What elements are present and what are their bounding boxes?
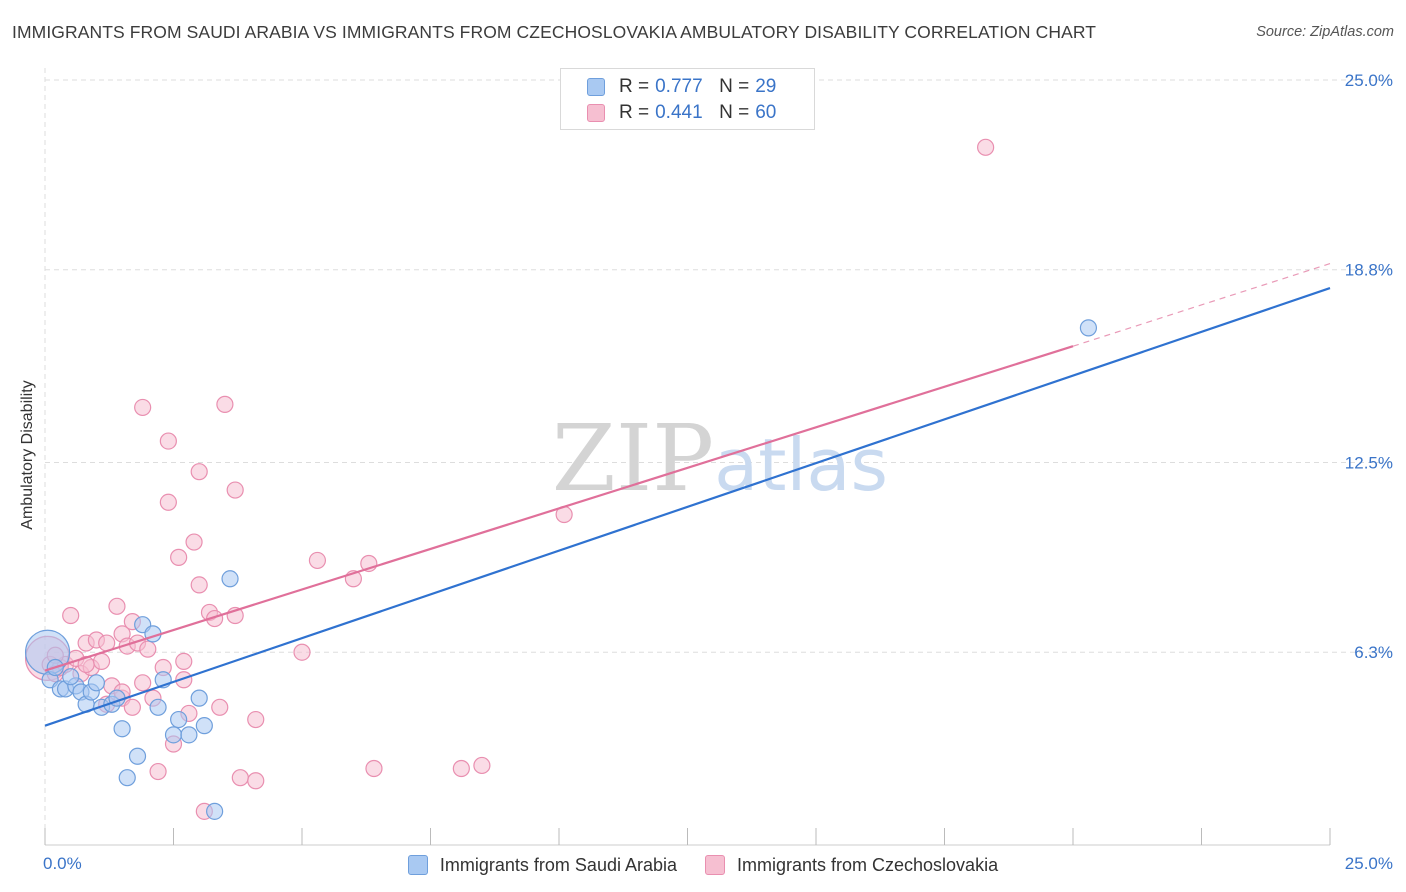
point-czechoslovakia (134, 674, 152, 692)
watermark-atlas: atlas (714, 423, 888, 507)
correlation-legend: R = 0.777 N = 29 R = 0.441 N = 60 (560, 68, 815, 130)
point-czechoslovakia (159, 432, 177, 450)
point-czechoslovakia (175, 671, 193, 689)
x-tick-label: 0.0% (43, 854, 82, 873)
trend-line-czechoslovakia (44, 345, 1074, 672)
point-saudi-arabia (180, 726, 198, 744)
series-swatch-czechoslovakia (705, 855, 725, 875)
series-legend-saudi-arabia[interactable]: Immigrants from Saudi Arabia (407, 854, 677, 876)
point-czechoslovakia (190, 463, 208, 481)
point-czechoslovakia (231, 769, 249, 787)
point-czechoslovakia (185, 533, 203, 551)
point-czechoslovakia (139, 640, 157, 658)
point-czechoslovakia (175, 652, 193, 671)
point-czechoslovakia (170, 548, 188, 566)
point-czechoslovakia (293, 643, 311, 661)
legend-r-value: 0.777 (655, 76, 703, 97)
point-czechoslovakia (977, 138, 995, 156)
tick-labels: 6.3% 12.5% 18.8% 25.0% 0.0% 25.0% (43, 71, 1393, 873)
point-czechoslovakia (149, 762, 167, 781)
y-tick-label: 25.0% (1345, 71, 1393, 90)
point-saudi-arabia (118, 769, 136, 787)
point-czechoslovakia (62, 606, 80, 625)
legend-r-label: R = (619, 76, 650, 97)
series-label-czechoslovakia: Immigrants from Czechoslovakia (737, 854, 999, 875)
point-saudi-arabia (190, 689, 208, 707)
y-tick-label: 12.5% (1345, 454, 1393, 473)
point-czechoslovakia (452, 759, 470, 778)
point-saudi-arabia (195, 717, 213, 735)
legend-swatch-saudi-arabia (587, 78, 605, 96)
data-points (24, 138, 1098, 820)
gridlines (44, 68, 1395, 845)
point-czechoslovakia (159, 493, 177, 511)
point-czechoslovakia (123, 698, 141, 716)
trend-line-czechoslovakia-extension (1072, 263, 1331, 347)
legend-swatch-czechoslovakia (587, 104, 605, 122)
legend-n-value: 29 (755, 76, 777, 97)
point-czechoslovakia (365, 759, 383, 778)
point-czechoslovakia (108, 597, 126, 615)
point-czechoslovakia (134, 398, 152, 417)
point-saudi-arabia (206, 802, 224, 820)
point-czechoslovakia (473, 756, 491, 775)
point-czechoslovakia (92, 652, 111, 671)
legend-n-value: 60 (755, 102, 777, 123)
legend-n-label: N = (719, 102, 750, 123)
point-saudi-arabia (149, 698, 167, 716)
series-swatch-saudi-arabia (407, 855, 428, 875)
y-tick-label: 18.8% (1345, 261, 1393, 280)
point-czechoslovakia (211, 698, 229, 716)
x-tick-label: 25.0% (1345, 854, 1393, 873)
point-saudi-arabia (128, 747, 147, 765)
legend-row-saudi-arabia: R = 0.777 N = 29 (587, 75, 776, 99)
point-czechoslovakia (247, 772, 265, 790)
trend-line-saudi-arabia (44, 287, 1331, 727)
legend-r-label: R = (619, 102, 650, 123)
point-czechoslovakia (190, 576, 208, 594)
point-czechoslovakia (226, 481, 244, 499)
point-saudi-arabia (164, 726, 183, 744)
series-legend-czechoslovakia[interactable]: Immigrants from Czechoslovakia (705, 855, 998, 876)
watermark-zip: ZIP (552, 405, 714, 512)
point-saudi-arabia (1079, 319, 1098, 337)
series-legend: Immigrants from Saudi Arabia Immigrants … (0, 852, 1406, 878)
point-saudi-arabia (113, 720, 131, 738)
point-czechoslovakia (247, 710, 265, 729)
legend-row-czechoslovakia: R = 0.441 N = 60 (587, 101, 776, 125)
source-note: Source: ZipAtlas.com (1256, 24, 1394, 40)
y-tick-label: 6.3% (1354, 643, 1393, 662)
watermark: ZIPatlas (552, 405, 888, 512)
series-label-saudi-arabia: Immigrants from Saudi Arabia (439, 854, 677, 875)
point-saudi-arabia (170, 710, 188, 729)
legend-n-label: N = (719, 76, 750, 97)
legend-r-value: 0.441 (655, 102, 703, 123)
point-saudi-arabia (62, 668, 80, 686)
chart-title: IMMIGRANTS FROM SAUDI ARABIA VS IMMIGRAN… (12, 22, 1097, 42)
axes (44, 828, 1331, 846)
trend-lines (44, 263, 1331, 727)
point-saudi-arabia (87, 674, 106, 692)
point-czechoslovakia (216, 395, 234, 413)
point-czechoslovakia (308, 551, 327, 570)
point-saudi-arabia (221, 570, 239, 588)
